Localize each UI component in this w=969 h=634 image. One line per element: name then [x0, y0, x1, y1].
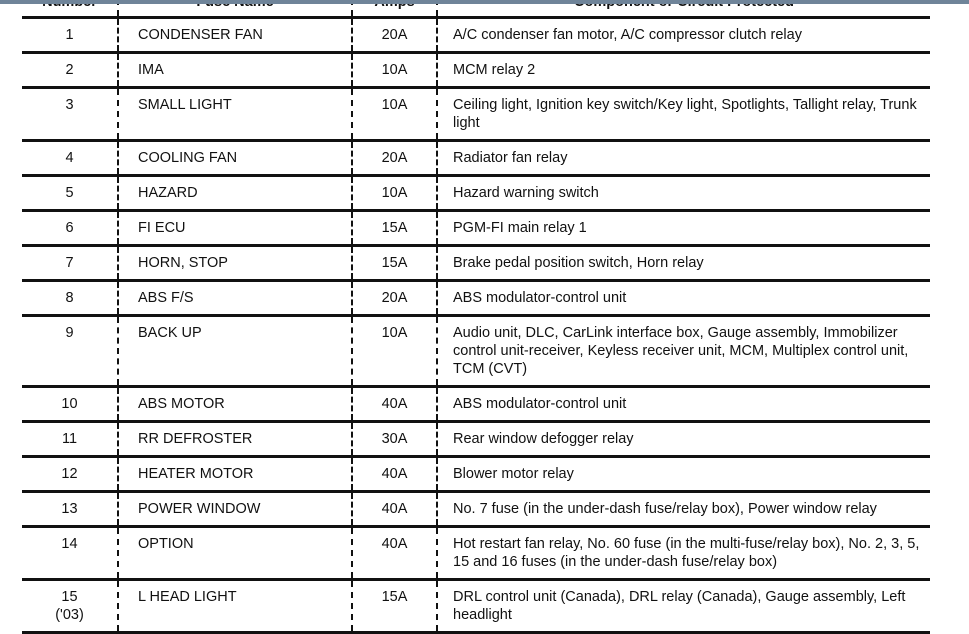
fuse-number-note: ('03) — [55, 607, 84, 623]
window-top-bar — [0, 0, 969, 4]
table-header-row: Number Fuse Name Amps Component or Circu… — [22, 0, 930, 19]
fuse-number: 5 — [22, 175, 118, 212]
header-fuse-name: Fuse Name — [117, 0, 352, 19]
fuse-number-text: 4 — [65, 150, 74, 166]
fuse-table: Number Fuse Name Amps Component or Circu… — [22, 0, 930, 634]
fuse-name: HORN, STOP — [117, 245, 352, 282]
fuse-number: 4 — [22, 140, 118, 177]
fuse-amps: 20A — [351, 17, 437, 54]
fuse-number-text: 2 — [65, 62, 74, 78]
fuse-number: 9 — [22, 315, 118, 388]
fuse-amps: 15A — [351, 579, 437, 634]
fuse-number: 10 — [22, 386, 118, 423]
table-row: 7 HORN, STOP 15A Brake pedal position switc… — [22, 245, 930, 282]
fuse-amps: 20A — [351, 280, 437, 317]
fuse-number-text: 1 — [65, 27, 74, 43]
fuse-number: 15 ('03) — [22, 579, 118, 634]
fuse-number: 6 — [22, 210, 118, 247]
fuse-number: 8 — [22, 280, 118, 317]
fuse-component: Ceiling light, Ignition key switch/Key l… — [436, 87, 930, 142]
fuse-amps: 10A — [351, 52, 437, 89]
table-row: 2 IMA 10A MCM relay 2 — [22, 52, 930, 89]
fuse-number-text: 11 — [61, 431, 78, 447]
fuse-name: ABS MOTOR — [117, 386, 352, 423]
fuse-number: 12 — [22, 456, 118, 493]
fuse-number-text: 12 — [61, 466, 78, 482]
fuse-number-text: 13 — [61, 501, 78, 517]
fuse-number-text: 6 — [65, 220, 74, 236]
fuse-component: ABS modulator-control unit — [436, 386, 930, 423]
fuse-number-text: 9 — [65, 325, 74, 341]
fuse-number-text: 3 — [65, 97, 74, 113]
table-row: 10 ABS MOTOR 40A ABS modulator-control unit — [22, 386, 930, 423]
table-row: 14 OPTION 40A Hot restart fan relay, No. 60… — [22, 526, 930, 581]
fuse-name: OPTION — [117, 526, 352, 581]
fuse-name: CONDENSER FAN — [117, 17, 352, 54]
fuse-number-text: 10 — [61, 396, 78, 412]
table-row: 12 HEATER MOTOR 40A Blower motor relay — [22, 456, 930, 493]
fuse-name: FI ECU — [117, 210, 352, 247]
fuse-number: 2 — [22, 52, 118, 89]
fuse-name: COOLING FAN — [117, 140, 352, 177]
fuse-number: 7 — [22, 245, 118, 282]
fuse-component: Blower motor relay — [436, 456, 930, 493]
table-row: 11 RR DEFROSTER 30A Rear window defogger re… — [22, 421, 930, 458]
fuse-number: 13 — [22, 491, 118, 528]
fuse-component: Radiator fan relay — [436, 140, 930, 177]
fuse-number: 14 — [22, 526, 118, 581]
fuse-amps: 15A — [351, 245, 437, 282]
fuse-number: 1 — [22, 17, 118, 54]
table-row: 15 ('03) L HEAD LIGHT 15A DRL control unit (… — [22, 579, 930, 634]
fuse-name: HEATER MOTOR — [117, 456, 352, 493]
fuse-component: ABS modulator-control unit — [436, 280, 930, 317]
fuse-amps: 10A — [351, 315, 437, 388]
header-amps: Amps — [351, 0, 437, 19]
fuse-amps: 20A — [351, 140, 437, 177]
fuse-amps: 30A — [351, 421, 437, 458]
fuse-name: L HEAD LIGHT — [117, 579, 352, 634]
fuse-component: No. 7 fuse (in the under-dash fuse/relay… — [436, 491, 930, 528]
fuse-number-text: 7 — [65, 255, 74, 271]
table-row: 13 POWER WINDOW 40A No. 7 fuse (in the unde… — [22, 491, 930, 528]
fuse-number: 3 — [22, 87, 118, 142]
fuse-name: POWER WINDOW — [117, 491, 352, 528]
fuse-component: Audio unit, DLC, CarLink interface box, … — [436, 315, 930, 388]
fuse-name: ABS F/S — [117, 280, 352, 317]
fuse-amps: 10A — [351, 175, 437, 212]
fuse-number: 11 — [22, 421, 118, 458]
table-row: 4 COOLING FAN 20A Radiator fan relay — [22, 140, 930, 177]
fuse-amps: 15A — [351, 210, 437, 247]
fuse-component: DRL control unit (Canada), DRL relay (Ca… — [436, 579, 930, 634]
header-component: Component or Circuit Protected — [436, 0, 930, 19]
fuse-number-text: 8 — [65, 290, 74, 306]
table-row: 9 BACK UP 10A Audio unit, DLC, CarLink inte… — [22, 315, 930, 388]
table-row: 3 SMALL LIGHT 10A Ceiling light, Ignition k… — [22, 87, 930, 142]
fuse-component: MCM relay 2 — [436, 52, 930, 89]
table-row: 1 CONDENSER FAN 20A A/C condenser fan motor… — [22, 17, 930, 54]
fuse-component: Rear window defogger relay — [436, 421, 930, 458]
fuse-number-text: 15 — [61, 589, 78, 605]
fuse-component: A/C condenser fan motor, A/C compressor … — [436, 17, 930, 54]
fuse-amps: 40A — [351, 456, 437, 493]
fuse-component: PGM-FI main relay 1 — [436, 210, 930, 247]
fuse-name: SMALL LIGHT — [117, 87, 352, 142]
fuse-number-text: 14 — [61, 536, 78, 552]
header-number: Number — [22, 0, 118, 19]
fuse-component: Hot restart fan relay, No. 60 fuse (in t… — [436, 526, 930, 581]
fuse-name: IMA — [117, 52, 352, 89]
fuse-amps: 40A — [351, 526, 437, 581]
table-row: 6 FI ECU 15A PGM-FI main relay 1 — [22, 210, 930, 247]
fuse-name: RR DEFROSTER — [117, 421, 352, 458]
fuse-number-text: 5 — [65, 185, 74, 201]
fuse-component: Hazard warning switch — [436, 175, 930, 212]
table-row: 5 HAZARD 10A Hazard warning switch — [22, 175, 930, 212]
fuse-table-container: Number Fuse Name Amps Component or Circu… — [22, 0, 930, 634]
table-row: 8 ABS F/S 20A ABS modulator-control unit — [22, 280, 930, 317]
fuse-component: Brake pedal position switch, Horn relay — [436, 245, 930, 282]
fuse-name: HAZARD — [117, 175, 352, 212]
fuse-amps: 40A — [351, 386, 437, 423]
fuse-amps: 10A — [351, 87, 437, 142]
fuse-amps: 40A — [351, 491, 437, 528]
fuse-name: BACK UP — [117, 315, 352, 388]
